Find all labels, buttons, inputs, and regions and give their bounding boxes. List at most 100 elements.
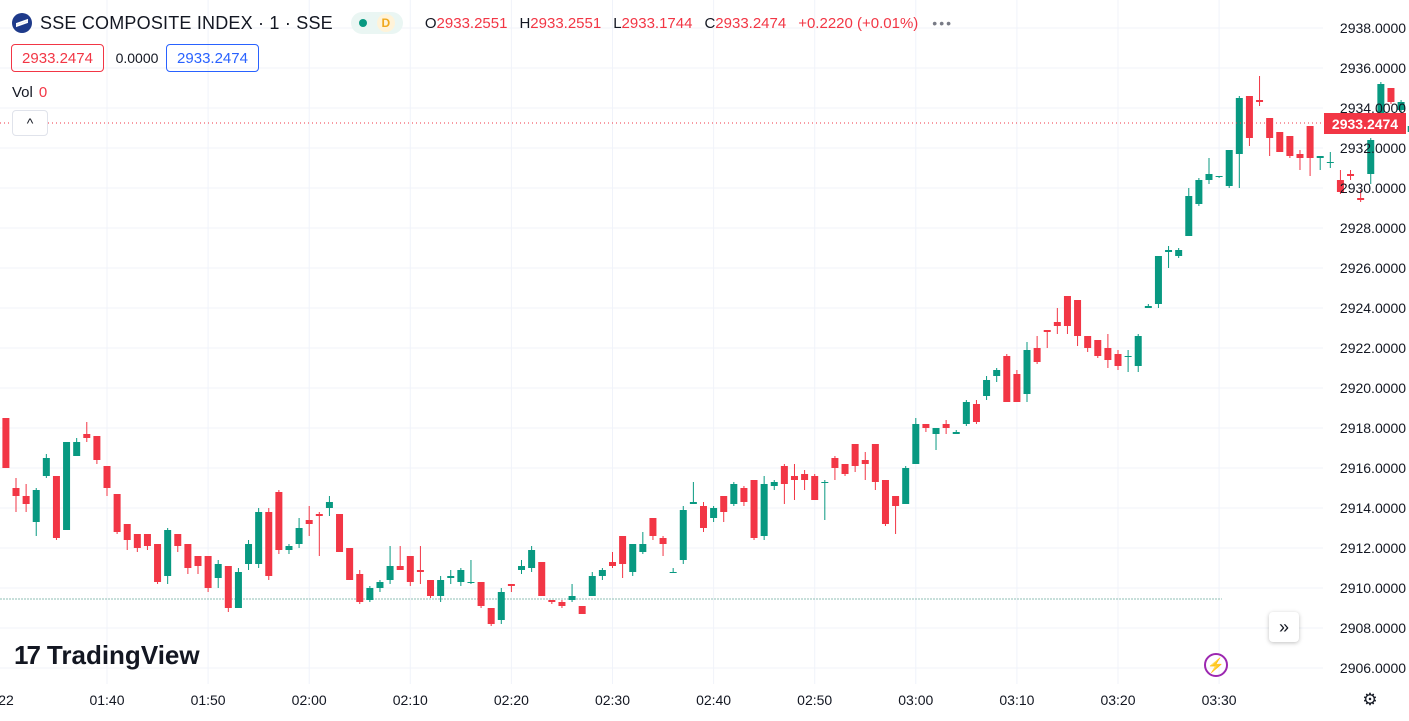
candle-body xyxy=(962,402,970,424)
price-tick-label: 2908.0000 xyxy=(1340,620,1406,636)
candle xyxy=(245,540,253,570)
double-chevron-right-icon: » xyxy=(1278,616,1289,637)
candle xyxy=(983,376,991,400)
price-tick-label: 2932.0000 xyxy=(1340,140,1406,156)
candle-body xyxy=(2,418,10,468)
candle-body xyxy=(214,564,222,578)
candle-body xyxy=(1296,154,1304,158)
lightning-icon[interactable]: ⚡ xyxy=(1204,653,1228,677)
candle-body xyxy=(1306,126,1314,158)
candle-body xyxy=(427,580,435,596)
candle-body xyxy=(52,476,60,538)
candle xyxy=(972,400,980,424)
candle xyxy=(214,560,222,588)
candle xyxy=(376,580,384,592)
candle xyxy=(204,556,212,592)
candle-body xyxy=(568,596,576,600)
candle-body xyxy=(497,592,505,620)
candle xyxy=(255,508,263,568)
candle-body xyxy=(760,484,768,536)
candle-body xyxy=(1013,374,1021,402)
candle xyxy=(1003,354,1011,402)
more-options-icon[interactable]: ••• xyxy=(932,15,954,31)
candle xyxy=(103,466,111,496)
candle-body xyxy=(1074,300,1082,336)
candle xyxy=(851,444,859,472)
candle-body xyxy=(1165,250,1173,252)
candle xyxy=(1306,126,1314,176)
candle xyxy=(841,464,849,476)
candle xyxy=(63,442,71,530)
candle-body xyxy=(1175,250,1183,256)
candle xyxy=(1357,190,1365,202)
candle-body xyxy=(1326,162,1334,163)
candle-body xyxy=(932,428,940,434)
candle-body xyxy=(699,506,707,528)
candle xyxy=(598,568,606,580)
candle xyxy=(1023,342,1031,402)
time-tick-label: 02:40 xyxy=(696,692,731,708)
candle-body xyxy=(1316,156,1324,158)
candle xyxy=(437,576,445,602)
candle xyxy=(1347,170,1355,180)
time-tick-label: 02:30 xyxy=(595,692,630,708)
candle xyxy=(1033,336,1041,364)
candle-body xyxy=(1235,98,1243,154)
sell-price-button[interactable]: 2933.2474 xyxy=(11,44,104,72)
candle-body xyxy=(689,502,697,504)
candle-body xyxy=(1144,306,1152,308)
time-tick-label: 02:20 xyxy=(494,692,529,708)
market-status-pill[interactable]: D xyxy=(350,12,403,34)
candle-body xyxy=(1387,88,1395,102)
volume-label: Vol xyxy=(12,84,33,101)
candle xyxy=(1256,76,1264,106)
candle xyxy=(1165,246,1173,268)
candle xyxy=(962,400,970,426)
candle-body xyxy=(1043,330,1051,332)
candle xyxy=(487,608,495,626)
candle-body xyxy=(861,460,869,464)
candle xyxy=(831,456,839,480)
candle-body xyxy=(1104,348,1112,360)
candle-body xyxy=(1286,136,1294,156)
candle-body xyxy=(1367,140,1375,174)
candle xyxy=(396,546,404,570)
candle xyxy=(609,552,616,568)
candle-body xyxy=(720,496,728,512)
delayed-data-badge[interactable]: D xyxy=(376,14,395,32)
candle-body xyxy=(952,432,960,434)
candle xyxy=(1053,308,1061,334)
candle-body xyxy=(174,534,182,546)
candle xyxy=(447,570,455,584)
price-tick-label: 2936.0000 xyxy=(1340,60,1406,76)
candle xyxy=(1235,96,1243,188)
candle-body xyxy=(780,466,788,484)
candle-body xyxy=(467,582,475,583)
price-tick-label: 2934.0000 xyxy=(1340,100,1406,116)
candle-body xyxy=(831,458,839,468)
candle-body xyxy=(1407,126,1409,132)
candle-body xyxy=(1053,322,1061,326)
candle xyxy=(1367,138,1375,184)
candle xyxy=(1205,158,1213,184)
candle-body xyxy=(1003,356,1011,402)
candle xyxy=(386,546,394,584)
symbol-title[interactable]: SSE COMPOSITE INDEX · 1 · SSE xyxy=(40,12,333,33)
scroll-to-realtime-button[interactable]: » xyxy=(1269,612,1299,642)
collapse-legend-button[interactable]: ^ xyxy=(12,110,48,136)
buy-price-button[interactable]: 2933.2474 xyxy=(166,44,259,72)
candle-body xyxy=(1266,118,1274,138)
candle-body xyxy=(305,520,313,524)
price-tick-label: 2916.0000 xyxy=(1340,460,1406,476)
candle-body xyxy=(1195,180,1203,204)
settings-gear-icon[interactable]: ⚙ xyxy=(1362,690,1378,709)
candle xyxy=(1215,176,1223,178)
price-axis: 2938.0000 2936.0000 2934.0000 2932.0000 2930… xyxy=(1340,20,1406,676)
candle xyxy=(1245,96,1253,146)
candle-body xyxy=(1063,296,1071,326)
volume-legend: Vol 0 xyxy=(12,84,47,101)
candle-body xyxy=(528,550,536,568)
tradingview-logo[interactable]: 17 TradingView xyxy=(14,640,200,671)
candle xyxy=(659,536,667,556)
